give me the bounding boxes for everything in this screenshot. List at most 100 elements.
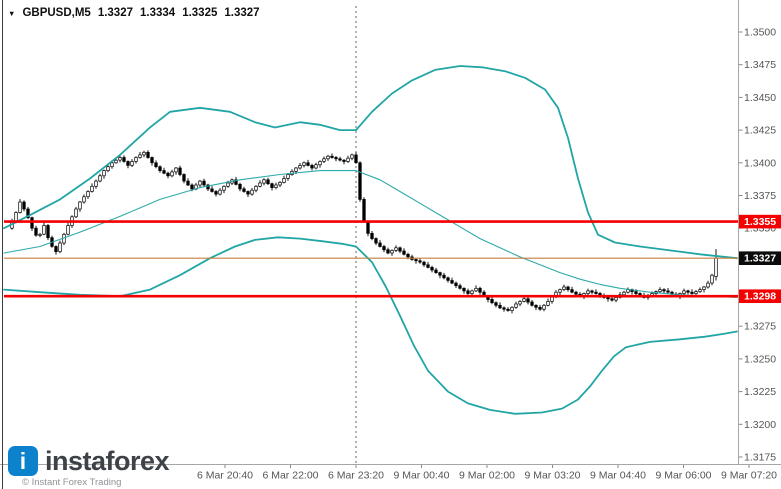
candle-body — [570, 289, 574, 293]
candle-body — [66, 225, 70, 235]
candle-body — [386, 249, 390, 254]
candle-body — [134, 157, 138, 162]
candle-body — [390, 250, 394, 254]
candle-body — [18, 201, 22, 213]
candle-body — [614, 297, 618, 301]
candle-body — [450, 280, 454, 284]
chart-header: ▼ GBPUSD,M5 1.3327 1.3334 1.3325 1.3327 — [8, 7, 260, 19]
candle-body — [158, 166, 162, 171]
candle-body — [106, 166, 110, 171]
candle-body — [146, 151, 150, 158]
candle-body — [282, 178, 286, 183]
candle-body — [494, 302, 498, 306]
candle-body — [74, 208, 78, 218]
candle-body — [414, 259, 418, 262]
candle-body — [174, 167, 178, 173]
bollinger-middle-band — [3, 170, 738, 299]
candle-body — [462, 287, 466, 292]
candle-body — [122, 157, 126, 162]
watermark-brand-text: instaforex — [45, 445, 170, 476]
time-tick-label: 6 Mar 23:20 — [328, 470, 384, 482]
symbol-dropdown-icon[interactable]: ▼ — [8, 9, 16, 19]
candle-body — [406, 253, 410, 258]
candle-body — [498, 304, 502, 309]
candle-body — [394, 247, 398, 251]
candle-body — [546, 301, 550, 306]
candle-body — [22, 201, 26, 210]
candle-body — [178, 167, 182, 175]
candle-body — [590, 290, 594, 293]
price-tick-label: 1.3250 — [744, 353, 776, 365]
candle-body — [426, 264, 430, 268]
quote-close: 1.3327 — [224, 7, 260, 19]
candle-body — [86, 191, 90, 198]
candle-body — [606, 297, 610, 300]
candle-body — [154, 162, 158, 168]
candle-body — [278, 182, 282, 186]
candle-body — [574, 291, 578, 295]
candle-body — [58, 242, 62, 253]
candle-body — [98, 175, 102, 182]
candle-body — [262, 179, 266, 184]
time-tick-label: 9 Mar 07:20 — [721, 470, 777, 482]
candle-body — [286, 174, 290, 179]
current-price-price-label-box — [739, 251, 781, 265]
candle-body — [266, 179, 270, 185]
candle-body — [150, 157, 154, 164]
candle-body — [558, 289, 562, 293]
candle-body — [518, 301, 522, 305]
resistance-price-label-box — [739, 214, 781, 229]
time-tick-label: 6 Mar 22:00 — [262, 470, 318, 482]
candle-body — [702, 286, 706, 290]
candle-body — [78, 201, 82, 210]
candle-body — [102, 170, 106, 177]
time-tick-label: 9 Mar 03:20 — [524, 470, 580, 482]
candle-body — [354, 154, 358, 164]
candle-body — [634, 291, 638, 294]
levels — [4, 220, 738, 298]
candle-body — [258, 182, 262, 187]
candle-body — [434, 269, 438, 273]
candle-body — [30, 217, 34, 229]
candle-body — [94, 180, 98, 187]
candle-body — [586, 290, 590, 294]
price-tick-label: 1.3425 — [744, 125, 776, 137]
candle-body — [382, 246, 386, 251]
candle-body — [438, 272, 442, 276]
candle-body — [522, 298, 526, 302]
price-tick-label: 1.3500 — [744, 27, 776, 39]
candle-body — [318, 161, 322, 166]
candle-body — [506, 308, 510, 311]
time-tick-label: 9 Mar 02:00 — [459, 470, 515, 482]
candle-body — [26, 208, 30, 219]
instaforex-watermark: i instaforex © Instant Forex Trading — [8, 445, 170, 488]
bollinger-bands — [3, 65, 738, 415]
support-price-label-box — [739, 289, 781, 303]
candle-body — [698, 289, 702, 292]
candle-body — [198, 180, 202, 186]
candle-body — [54, 246, 58, 253]
bollinger-lower-band — [3, 236, 738, 415]
candle-body — [422, 261, 426, 266]
price-tick-label: 1.3400 — [744, 157, 776, 169]
candle-body — [46, 225, 50, 239]
candle-body — [350, 154, 354, 159]
candle-body — [114, 159, 118, 164]
candle-body — [502, 307, 506, 310]
candle-body — [378, 242, 382, 247]
candle-body — [418, 260, 422, 263]
price-tick-label: 1.3375 — [744, 190, 776, 202]
candle-body — [186, 180, 190, 186]
candle-body — [474, 287, 478, 292]
bollinger-upper-band — [3, 65, 738, 260]
candle-body — [514, 303, 518, 308]
candle-body — [250, 189, 254, 195]
quote-low: 1.3325 — [182, 7, 218, 19]
candle-body — [322, 158, 326, 162]
candle-body — [338, 158, 342, 161]
time-tick-label: 6 Mar 20:40 — [197, 470, 253, 482]
candle-body — [254, 185, 258, 191]
candle-body — [710, 274, 714, 284]
time-tick-label: 9 Mar 04:40 — [590, 470, 646, 482]
